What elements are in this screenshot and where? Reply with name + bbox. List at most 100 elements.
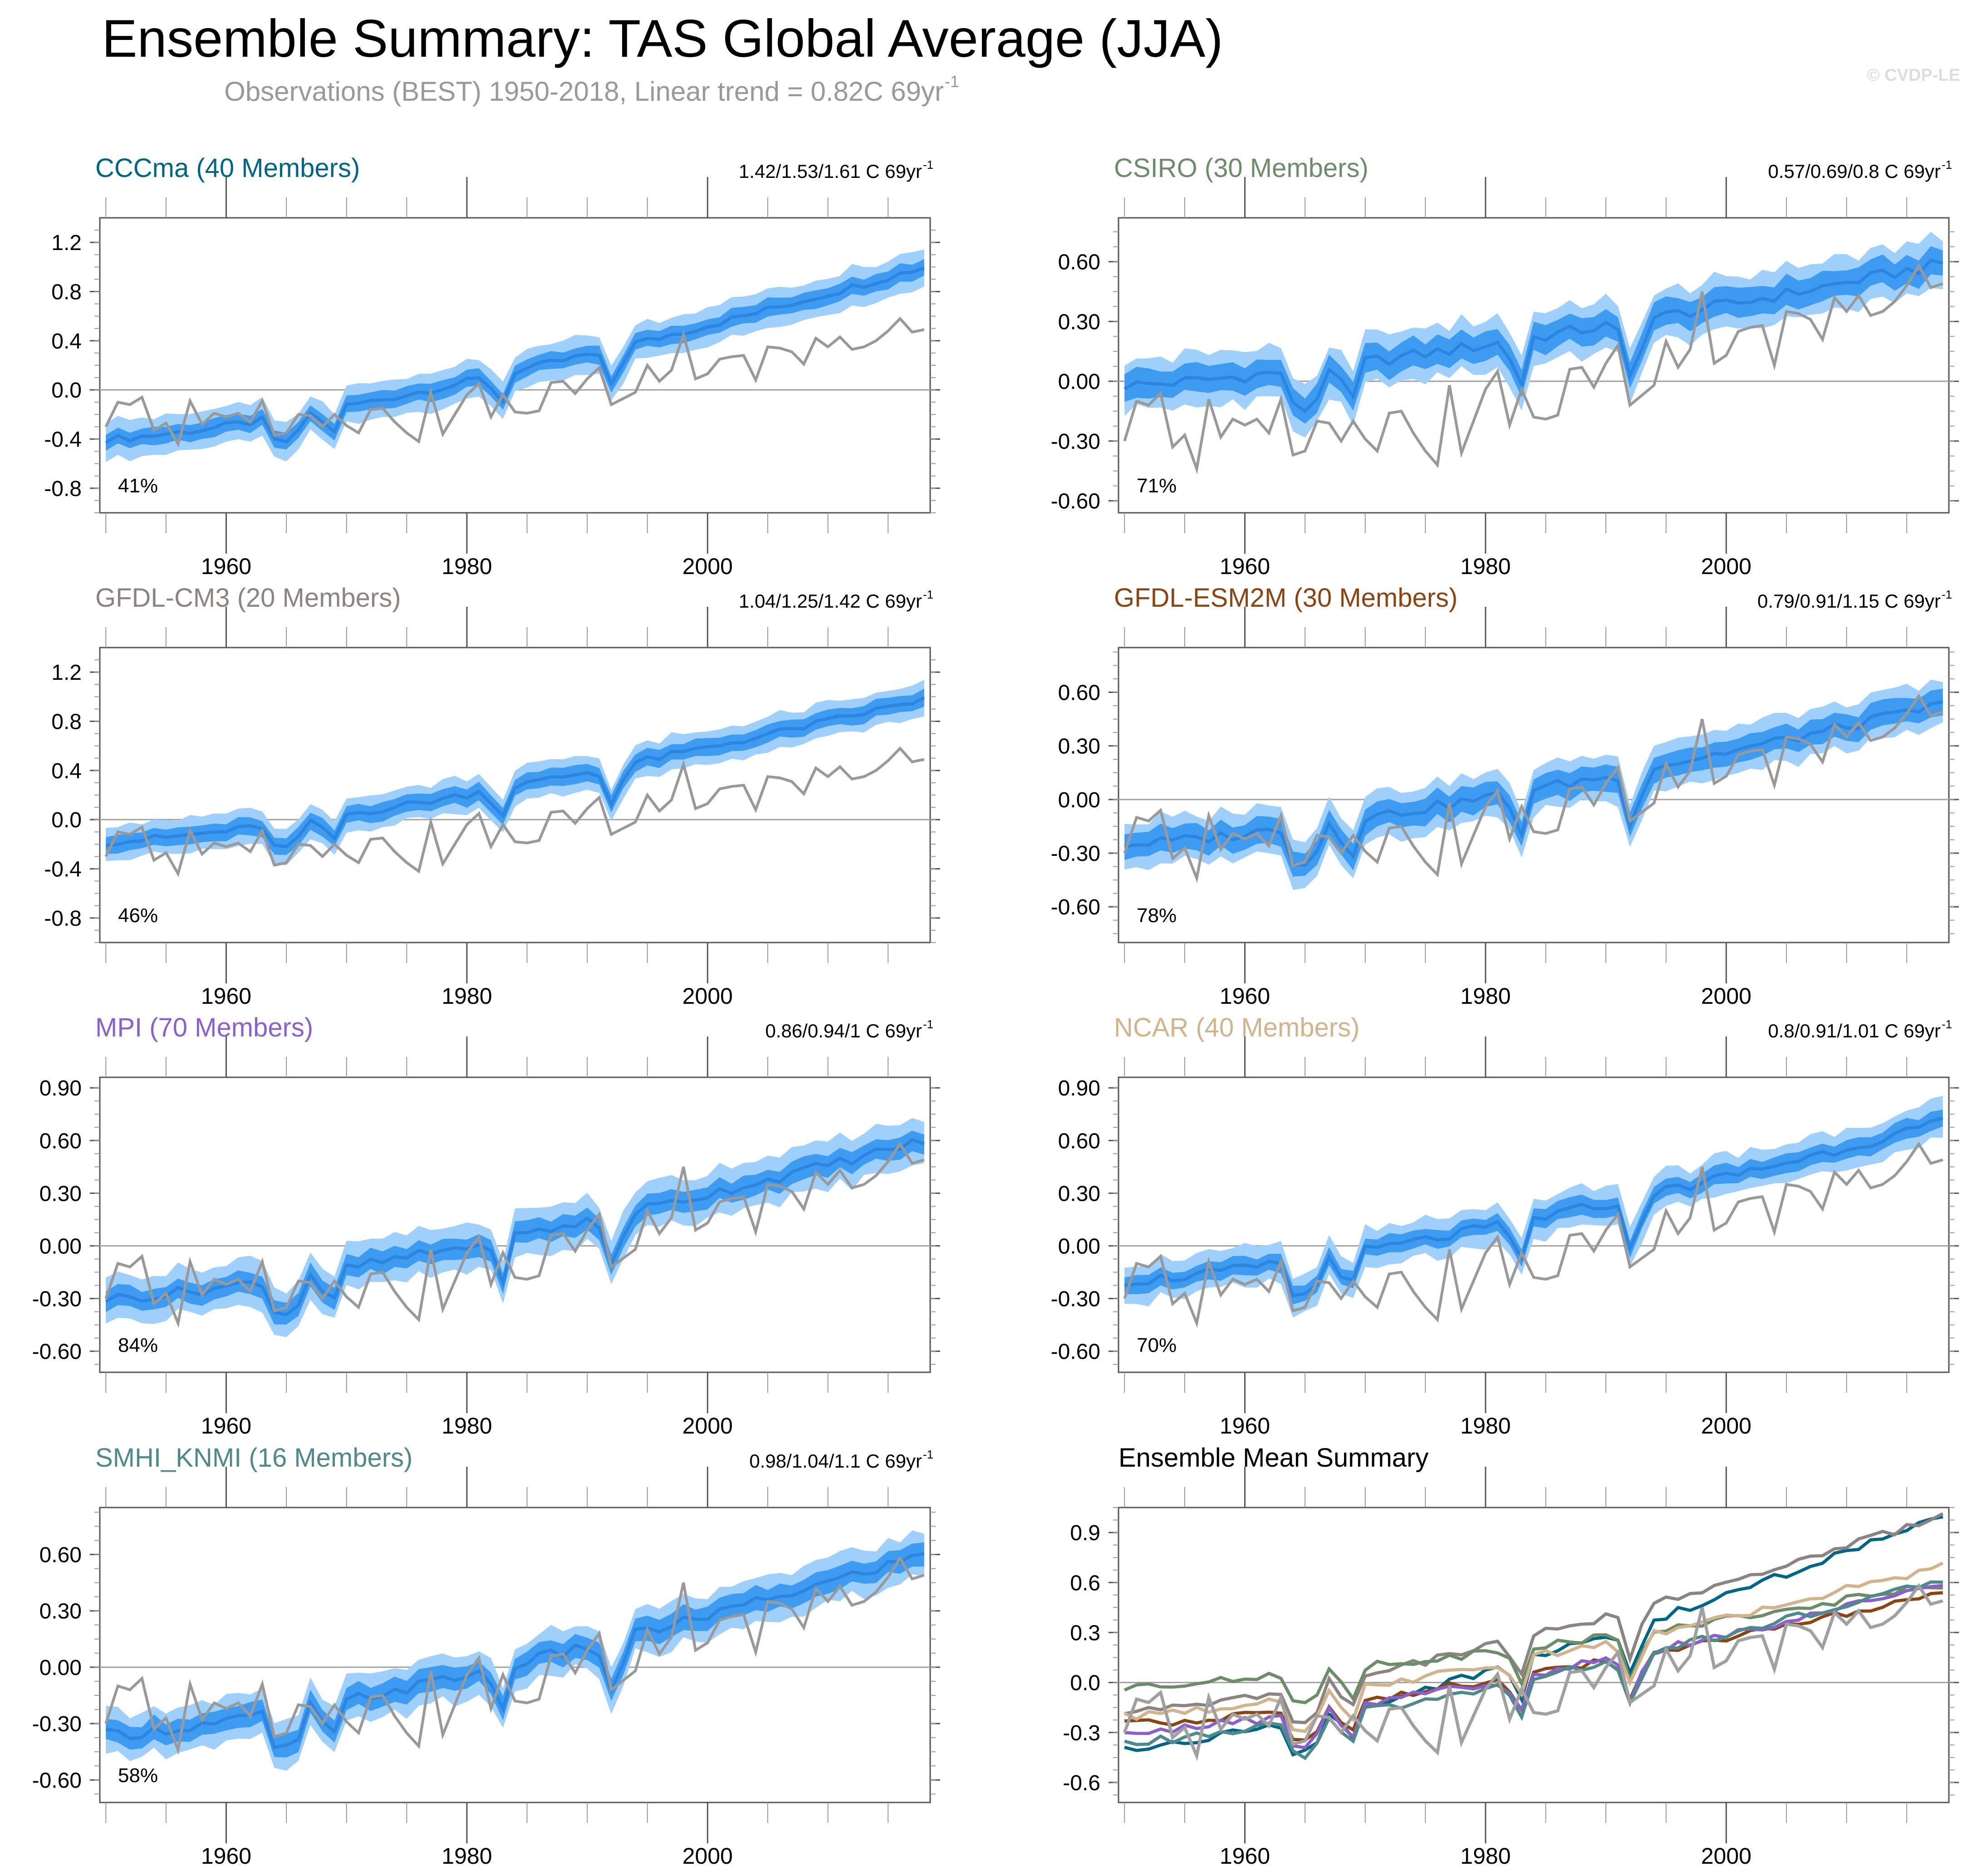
y-tick-label: 0.00 xyxy=(1058,1234,1100,1258)
ensemble-mean-line xyxy=(105,266,925,444)
x-tick-label: 2000 xyxy=(1701,554,1751,579)
trend-label: 0.57/0.69/0.8 C 69yr xyxy=(1768,161,1941,182)
x-tick-label: 1960 xyxy=(201,554,251,579)
panel-title: GFDL-ESM2M (30 Members) xyxy=(1114,583,1457,613)
y-tick-label: -0.60 xyxy=(1051,895,1100,919)
trend-label: 0.98/1.04/1.1 C 69yr xyxy=(749,1450,922,1472)
series-line-gfdl-cm3 xyxy=(1124,1512,1944,1724)
x-tick-label: 1980 xyxy=(442,554,492,579)
x-tick-label: 1960 xyxy=(1220,1413,1270,1439)
y-tick-label: 0.90 xyxy=(1058,1076,1100,1100)
series-line-csiro xyxy=(1123,1585,1943,1704)
panel-cccma: CCCma (40 Members) 1.42/1.53/1.61 C 69yr -… xyxy=(44,153,940,579)
plot-frame xyxy=(99,1076,931,1373)
y-tick-label: 0.60 xyxy=(39,1129,82,1153)
x-tick-label: 1960 xyxy=(1220,1843,1270,1869)
y-tick-label: -0.4 xyxy=(44,428,82,452)
x-tick-label: 1960 xyxy=(1220,554,1270,579)
series-line-gfdl-esm2m xyxy=(1124,1591,1943,1742)
y-tick-label: -0.60 xyxy=(32,1768,82,1793)
observations-line xyxy=(1123,263,1943,475)
x-tick-label: 2000 xyxy=(682,1413,733,1439)
figure-title: Ensemble Summary: TAS Global Average (JJ… xyxy=(102,9,1223,68)
plot-frame xyxy=(1118,217,1950,514)
y-tick-label: 0.60 xyxy=(1058,1129,1100,1153)
panel-smhi-knmi: SMHI_KNMI (16 Members) 0.98/1.04/1.1 C 69… xyxy=(32,1443,940,1869)
y-tick-label: -0.8 xyxy=(44,907,82,931)
panel-ensemble-mean-summary: Ensemble Mean Summary -0.6 -0.3 0.0 0.3 0.6 0.… xyxy=(1063,1443,1959,1869)
band-inner xyxy=(106,688,924,855)
x-tick-label: 2000 xyxy=(1701,1843,1751,1869)
x-tick-label: 2000 xyxy=(682,983,733,1009)
y-tick-label: 0.00 xyxy=(1058,370,1100,394)
observations-line xyxy=(104,316,925,448)
ensemble-mean-line xyxy=(106,696,925,849)
panel-title: MPI (70 Members) xyxy=(95,1013,313,1042)
series-line-smhi-knmi xyxy=(1124,1580,1943,1760)
x-tick-label: 2000 xyxy=(682,1843,733,1869)
y-tick-label: 0.6 xyxy=(1070,1571,1100,1595)
ensemble-mean-line xyxy=(1124,700,1943,867)
y-tick-label: 0.00 xyxy=(1058,788,1100,812)
trend-label-sup: -1 xyxy=(923,1448,933,1461)
panel-title: CSIRO (30 Members) xyxy=(1114,153,1369,183)
x-tick-label: 2000 xyxy=(1701,983,1751,1009)
y-tick-label: -0.6 xyxy=(1063,1771,1100,1795)
y-tick-label: 0.30 xyxy=(1058,1182,1100,1206)
x-tick-label: 1980 xyxy=(442,1843,492,1869)
plot-frame xyxy=(1118,1507,1950,1803)
trend-label: 1.04/1.25/1.42 C 69yr xyxy=(739,590,922,612)
y-tick-label: 0.9 xyxy=(1070,1521,1100,1545)
x-tick-label: 1960 xyxy=(201,1843,251,1869)
observations-line xyxy=(104,1141,925,1328)
y-tick-label: 0.60 xyxy=(39,1543,82,1567)
y-tick-label: 1.2 xyxy=(51,231,82,255)
y-tick-label: 0.0 xyxy=(1070,1671,1100,1695)
copyright-label: © CVDP-LE xyxy=(1867,66,1960,85)
panel-mpi: MPI (70 Members) 0.86/0.94/1 C 69yr -1 -0.6… xyxy=(32,1013,940,1439)
trend-label-sup: -1 xyxy=(923,1017,933,1031)
y-tick-label: -0.3 xyxy=(1063,1721,1100,1745)
trend-label: 0.8/0.91/1.01 C 69yr xyxy=(1768,1020,1941,1041)
trend-label-sup: -1 xyxy=(923,588,933,601)
panel-title: Ensemble Mean Summary xyxy=(1119,1443,1428,1473)
ensemble-mean-line xyxy=(1124,1116,1943,1298)
panel-title: SMHI_KNMI (16 Members) xyxy=(95,1443,412,1473)
y-tick-label: 0.30 xyxy=(39,1182,82,1206)
trend-label-sup: -1 xyxy=(1942,588,1952,601)
subtitle-text: Observations (BEST) 1950-2018, Linear tr… xyxy=(224,76,944,107)
panel-gfdl-cm3: GFDL-CM3 (20 Members) 1.04/1.25/1.42 C 69… xyxy=(44,583,940,1009)
trend-label-sup: -1 xyxy=(923,158,933,172)
x-tick-label: 1980 xyxy=(1460,1413,1511,1439)
ensemble-mean-line xyxy=(105,1552,925,1749)
y-tick-label: 0.8 xyxy=(51,710,82,734)
y-tick-label: 0.4 xyxy=(51,759,82,783)
y-tick-label: 0.00 xyxy=(39,1234,82,1258)
trend-label: 0.86/0.94/1 C 69yr xyxy=(765,1020,922,1041)
y-tick-label: -0.30 xyxy=(1051,430,1100,454)
band-inner xyxy=(1124,246,1943,424)
plot-frame xyxy=(1118,647,1950,943)
series-line-ncar xyxy=(1123,1562,1944,1733)
percent-label: 41% xyxy=(118,475,158,497)
trend-label-sup: -1 xyxy=(1942,158,1952,172)
observations-line xyxy=(104,1556,925,1755)
percent-label: 84% xyxy=(118,1334,158,1356)
y-tick-label: 0.60 xyxy=(1058,681,1100,705)
panel-ncar: NCAR (40 Members) 0.8/0.91/1.01 C 69yr -1 -… xyxy=(1051,1013,1959,1439)
series-line-observations xyxy=(1123,1583,1943,1761)
y-tick-label: -0.4 xyxy=(44,858,82,882)
y-tick-label: 0.4 xyxy=(51,329,82,354)
panel-title: NCAR (40 Members) xyxy=(1114,1013,1359,1042)
y-tick-label: -0.60 xyxy=(32,1340,82,1364)
panel-gfdl-esm2m: GFDL-ESM2M (30 Members) 0.79/0.91/1.15 C … xyxy=(1051,583,1959,1009)
percent-label: 46% xyxy=(118,904,158,927)
y-tick-label: 0.90 xyxy=(39,1076,82,1100)
x-tick-label: 2000 xyxy=(1701,1413,1751,1439)
observations-line xyxy=(104,746,925,878)
x-tick-label: 1980 xyxy=(442,1413,492,1439)
y-tick-label: -0.8 xyxy=(44,477,82,501)
y-tick-label: -0.30 xyxy=(1051,842,1100,866)
x-tick-label: 1980 xyxy=(1460,1843,1511,1869)
